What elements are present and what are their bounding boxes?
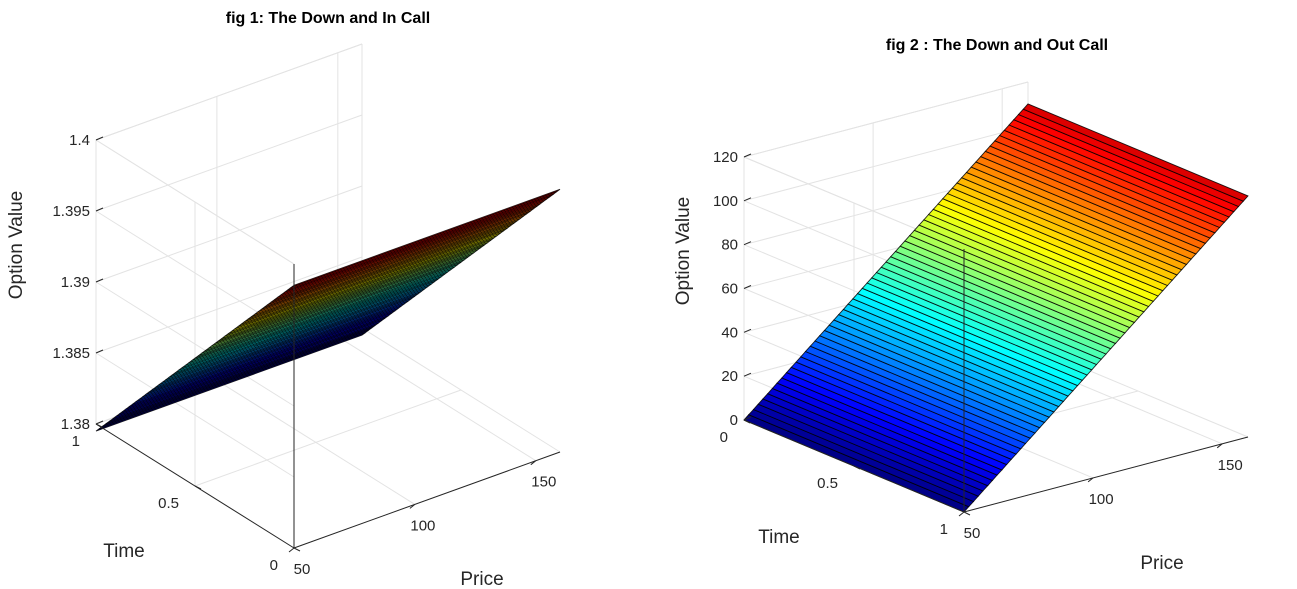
z-tick bbox=[743, 372, 752, 377]
z-tick bbox=[743, 416, 752, 421]
x-tick-label: 50 bbox=[964, 525, 981, 542]
x-tick bbox=[530, 460, 537, 466]
z-tick bbox=[743, 197, 752, 202]
surface-strip bbox=[95, 332, 366, 432]
x-tick-label: 50 bbox=[294, 561, 311, 578]
z-tick-label: 60 bbox=[721, 281, 738, 298]
y-tick bbox=[853, 465, 861, 470]
chart-title: fig 2 : The Down and Out Call bbox=[886, 37, 1108, 54]
z-tick-label: 120 bbox=[713, 149, 738, 166]
y-tick bbox=[95, 423, 103, 428]
box-edge bbox=[95, 43, 363, 141]
z-tick-label: 0 bbox=[730, 412, 738, 429]
x-axis-line bbox=[963, 436, 1249, 513]
y-axis-label: Time bbox=[758, 527, 800, 548]
y-tick-label: 0 bbox=[720, 429, 728, 446]
z-tick bbox=[95, 420, 104, 425]
y-axis-label: Time bbox=[103, 541, 145, 562]
z-tick-label: 80 bbox=[721, 237, 738, 254]
box-edge bbox=[361, 327, 561, 453]
z-tick bbox=[743, 241, 752, 246]
x-tick bbox=[1216, 443, 1223, 449]
x-axis-label: Price bbox=[460, 569, 503, 589]
chart-title: fig 1: The Down and In Call bbox=[226, 10, 430, 27]
gridline-z bbox=[95, 114, 363, 212]
z-tick-label: 1.4 bbox=[69, 132, 90, 149]
z-tick bbox=[743, 153, 752, 158]
y-tick-label: 1 bbox=[940, 521, 948, 538]
z-tick-label: 40 bbox=[721, 324, 738, 341]
x-tick-label: 100 bbox=[1089, 491, 1114, 508]
gridline-z bbox=[95, 185, 363, 283]
z-tick bbox=[95, 278, 104, 283]
y-tick-label: 0.5 bbox=[817, 475, 838, 492]
x-axis-label: Price bbox=[1140, 553, 1183, 574]
x-tick-label: 100 bbox=[410, 517, 435, 534]
x-tick bbox=[1087, 477, 1094, 483]
y-tick-label: 0.5 bbox=[158, 495, 179, 512]
z-tick bbox=[743, 328, 752, 333]
surface-strip bbox=[1022, 103, 1249, 202]
gridline-z bbox=[95, 256, 363, 354]
box-edge bbox=[95, 139, 295, 265]
plot-down-and-in-call: fig 1: The Down and In Call 50 100 150 0 0.5… bbox=[6, 10, 561, 589]
x-tick bbox=[288, 547, 295, 553]
gridline-z bbox=[743, 125, 1029, 202]
plot-down-and-out-call: fig 2 : The Down and Out Call 5010015000… bbox=[673, 37, 1249, 574]
z-tick-label: 1.38 bbox=[61, 416, 90, 433]
z-tick-label: 100 bbox=[713, 193, 738, 210]
y-tick-label: 1 bbox=[72, 433, 80, 450]
z-tick bbox=[95, 349, 104, 354]
z-tick bbox=[95, 136, 104, 141]
z-tick-label: 1.39 bbox=[61, 274, 90, 291]
z-axis-label: Option Value bbox=[6, 191, 27, 299]
y-tick bbox=[194, 485, 202, 490]
z-tick bbox=[743, 285, 752, 289]
x-tick bbox=[409, 504, 416, 509]
z-tick-label: 1.395 bbox=[52, 203, 90, 220]
y-tick bbox=[293, 547, 301, 552]
y-tick bbox=[963, 511, 971, 516]
x-tick bbox=[958, 511, 965, 517]
x-axis-line bbox=[293, 451, 561, 549]
surface-mesh bbox=[743, 103, 1249, 513]
x-tick-label: 150 bbox=[531, 474, 556, 491]
z-tick-label: 1.385 bbox=[52, 345, 90, 362]
x-tick-label: 150 bbox=[1218, 457, 1243, 474]
y-tick bbox=[743, 419, 751, 424]
surface-mesh bbox=[95, 188, 561, 432]
z-tick-label: 20 bbox=[721, 368, 738, 385]
box-edge bbox=[743, 81, 1029, 158]
z-axis-label: Option Value bbox=[673, 197, 694, 305]
gridline-y bbox=[194, 389, 462, 487]
z-tick bbox=[95, 207, 104, 212]
y-tick-label: 0 bbox=[270, 557, 278, 574]
